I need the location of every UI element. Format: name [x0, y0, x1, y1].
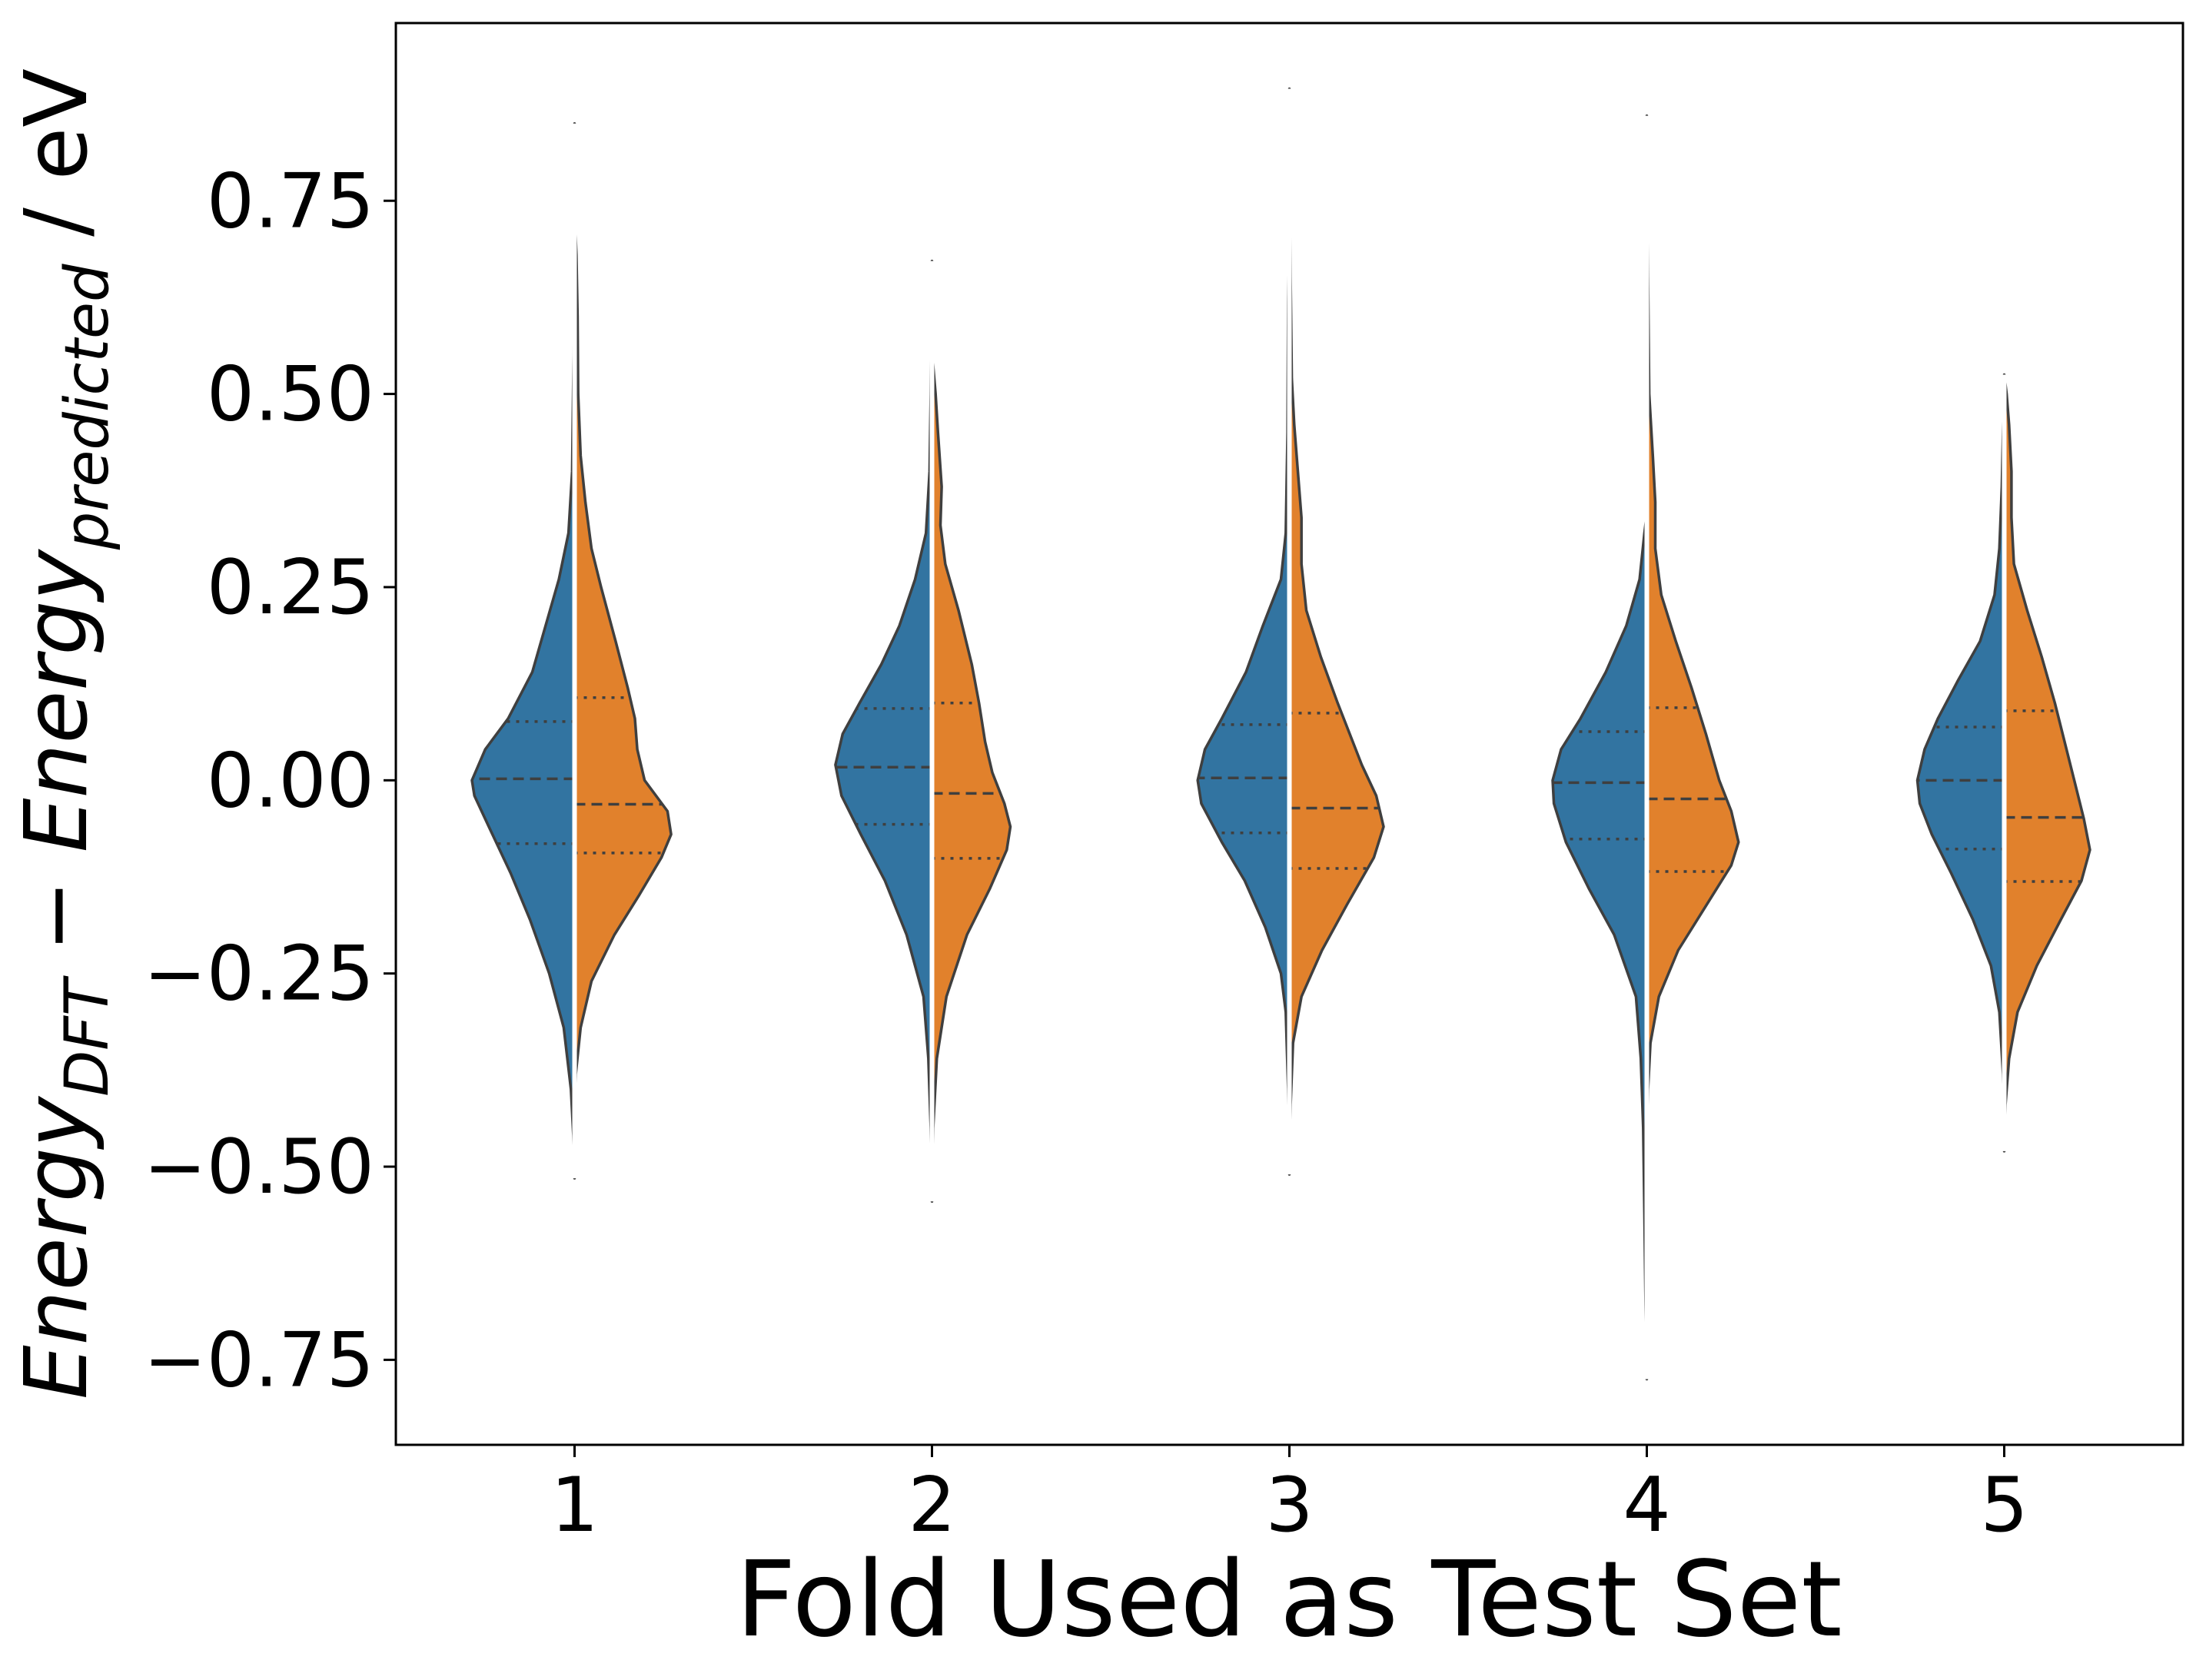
y-tick-label: 0.50 — [207, 351, 374, 439]
y-label-part: predicted — [53, 264, 122, 550]
violin-fold-2 — [834, 259, 1012, 1204]
violin-half-right — [1287, 87, 1385, 1176]
y-label-part: Energy — [7, 1095, 107, 1399]
violin-fold-5 — [1915, 373, 2091, 1153]
y-label-part: DFT — [53, 975, 122, 1097]
violin-half-right — [573, 211, 673, 1118]
violin-half-right — [930, 350, 1012, 1204]
violin-half-right — [2002, 373, 2091, 1153]
violin-half-left — [1196, 184, 1291, 1164]
violin-half-left — [1915, 380, 2006, 1122]
violin-fold-4 — [1551, 114, 1740, 1381]
violin-half-left — [470, 121, 576, 1180]
y-tick-label: 0.75 — [207, 158, 374, 245]
violin-half-left — [1551, 512, 1649, 1381]
y-label-part: − — [7, 852, 107, 979]
x-axis: 1 2 3 4 5 — [550, 1445, 2028, 1549]
y-tick-label: −0.50 — [144, 1124, 374, 1211]
x-tick-label: 5 — [1980, 1462, 2028, 1549]
y-label-part: / eV — [7, 68, 107, 264]
violin-half-right — [1645, 114, 1740, 1164]
x-axis-label: Fold Used as Test Set — [736, 1539, 1842, 1661]
y-axis-label: EnergyDFT − Energypredicted / eV — [7, 68, 122, 1399]
violins-layer — [470, 87, 2091, 1381]
x-tick-label: 2 — [908, 1462, 955, 1549]
y-tick-label: 0.00 — [207, 737, 374, 825]
x-tick-label: 3 — [1265, 1462, 1313, 1549]
y-tick-label: −0.25 — [144, 931, 374, 1018]
violin-fold-1 — [470, 121, 673, 1180]
y-tick-label: 0.25 — [207, 544, 374, 632]
violin-half-left — [834, 259, 934, 1200]
y-tick-label: −0.75 — [144, 1316, 374, 1404]
y-label-part: Energy — [7, 548, 107, 852]
violin-fold-3 — [1196, 87, 1385, 1176]
y-axis: −0.75 −0.50 −0.25 0.00 0.25 0.50 0.75 — [144, 158, 396, 1404]
x-tick-label: 1 — [550, 1462, 598, 1549]
x-tick-label: 4 — [1623, 1462, 1670, 1549]
